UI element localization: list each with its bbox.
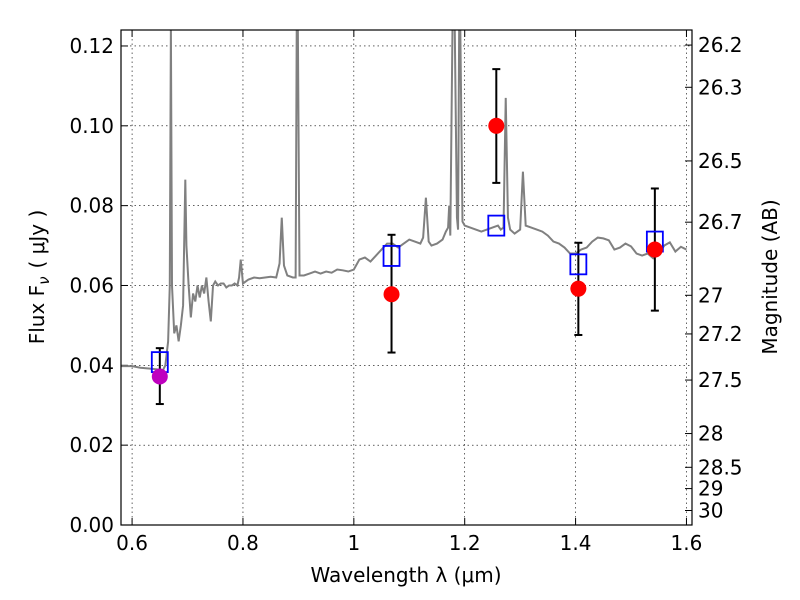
observed-flux-point bbox=[383, 286, 400, 303]
y2-tick-label: 30 bbox=[698, 499, 723, 523]
observed-flux-points bbox=[151, 117, 663, 385]
observed-flux-point bbox=[646, 241, 663, 258]
model-photometry-square bbox=[569, 253, 588, 276]
y-axis-title: Flux Fν ( μJy ) bbox=[25, 210, 53, 345]
model-photometry-square bbox=[382, 245, 401, 267]
plot-frame bbox=[120, 29, 693, 526]
y-tick-label: 0.02 bbox=[69, 433, 114, 457]
x-tick-label: 1.2 bbox=[449, 531, 481, 555]
y2-tick-label: 26.3 bbox=[698, 75, 743, 99]
y-axis-title-unit: ( μJy ) bbox=[25, 210, 49, 269]
y-axis-title-subscript: ν bbox=[35, 276, 53, 284]
x-tick-label: 0.6 bbox=[116, 531, 148, 555]
y2-tick-label: 28 bbox=[698, 422, 723, 446]
tick-marks bbox=[121, 30, 692, 526]
y2-tick-label: 27 bbox=[698, 283, 723, 307]
y2-tick-label: 29 bbox=[698, 477, 723, 501]
y-tick-label: 0.04 bbox=[69, 353, 114, 377]
y-tick-labels: 0.00 0.02 0.04 0.06 0.08 0.10 0.12 bbox=[69, 34, 114, 537]
observed-flux-point bbox=[151, 368, 168, 385]
x-tick-label: 1.6 bbox=[671, 531, 703, 555]
x-tick-label: 0.8 bbox=[227, 531, 259, 555]
x-tick-label: 1 bbox=[347, 531, 360, 555]
y2-tick-label: 27.5 bbox=[698, 368, 743, 392]
y-tick-label: 0.06 bbox=[69, 273, 114, 297]
y2-tick-label: 26.7 bbox=[698, 210, 743, 234]
y2-tick-label: 27.2 bbox=[698, 322, 743, 346]
x-tick-labels: 0.6 0.8 1 1.2 1.4 1.6 bbox=[116, 531, 702, 555]
y-tick-label: 0.12 bbox=[69, 34, 114, 58]
y-tick-label: 0.08 bbox=[69, 194, 114, 218]
x-tick-label: 1.4 bbox=[560, 531, 592, 555]
y2-tick-label: 26.5 bbox=[698, 149, 743, 173]
y-tick-label: 0.00 bbox=[69, 513, 114, 537]
x-axis-title: Wavelength λ (μm) bbox=[310, 563, 501, 587]
y-tick-label: 0.10 bbox=[69, 114, 114, 138]
model-photometry-square bbox=[487, 214, 506, 237]
observed-flux-point bbox=[488, 117, 505, 134]
observed-flux-point bbox=[570, 280, 587, 297]
y2-tick-label: 26.2 bbox=[698, 33, 743, 57]
y-axis-title-main: Flux F bbox=[25, 285, 49, 344]
model-spectrum-line bbox=[121, 30, 687, 373]
y2-axis-title: Magnitude (AB) bbox=[758, 199, 782, 354]
y2-tick-label: 28.5 bbox=[698, 455, 743, 479]
